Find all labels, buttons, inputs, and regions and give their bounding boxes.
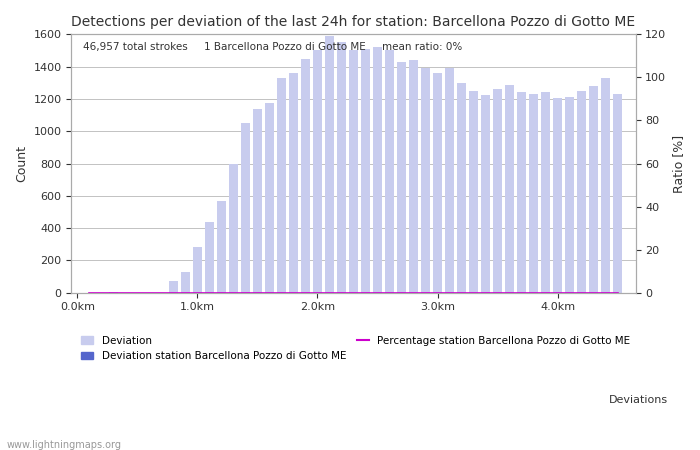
Bar [613,94,622,292]
Text: 46,957 total strokes     1 Barcellona Pozzo di Gotto ME     mean ratio: 0%: 46,957 total strokes 1 Barcellona Pozzo … [83,42,462,52]
Legend: Deviation, Deviation station Barcellona Pozzo di Gotto ME, Percentage station Ba: Deviation, Deviation station Barcellona … [76,332,635,365]
Bar [313,50,322,292]
Bar [433,73,442,292]
Bar [421,68,430,292]
Bar [373,47,382,292]
Bar [229,163,238,292]
Bar [505,85,514,292]
Y-axis label: Count: Count [15,145,28,182]
Bar [253,108,262,292]
Bar [517,92,526,292]
Text: www.lightningmaps.org: www.lightningmaps.org [7,440,122,450]
Bar [565,97,574,292]
Bar [601,78,610,292]
Bar [349,50,358,292]
Bar [289,73,298,292]
Title: Detections per deviation of the last 24h for station: Barcellona Pozzo di Gotto : Detections per deviation of the last 24h… [71,15,636,29]
Bar [277,78,286,292]
Bar [217,202,226,292]
Bar [301,58,310,292]
Y-axis label: Ratio [%]: Ratio [%] [672,135,685,193]
Bar [589,86,598,292]
Bar [205,222,214,292]
Bar [241,123,250,292]
Bar [337,41,346,292]
Bar [529,94,538,292]
Bar [265,103,274,292]
Bar [553,98,562,292]
Bar [541,92,550,292]
Bar [481,95,490,292]
Bar [409,60,418,292]
Bar [577,91,586,292]
Bar [493,89,502,292]
Bar [445,68,454,292]
Bar [457,83,466,292]
Text: Deviations: Deviations [609,395,668,405]
Bar [169,281,178,292]
Bar [397,62,406,292]
Bar [361,49,370,292]
Bar [469,91,478,292]
Bar [325,36,334,292]
Bar [193,247,202,292]
Bar [181,272,190,292]
Bar [385,50,394,292]
